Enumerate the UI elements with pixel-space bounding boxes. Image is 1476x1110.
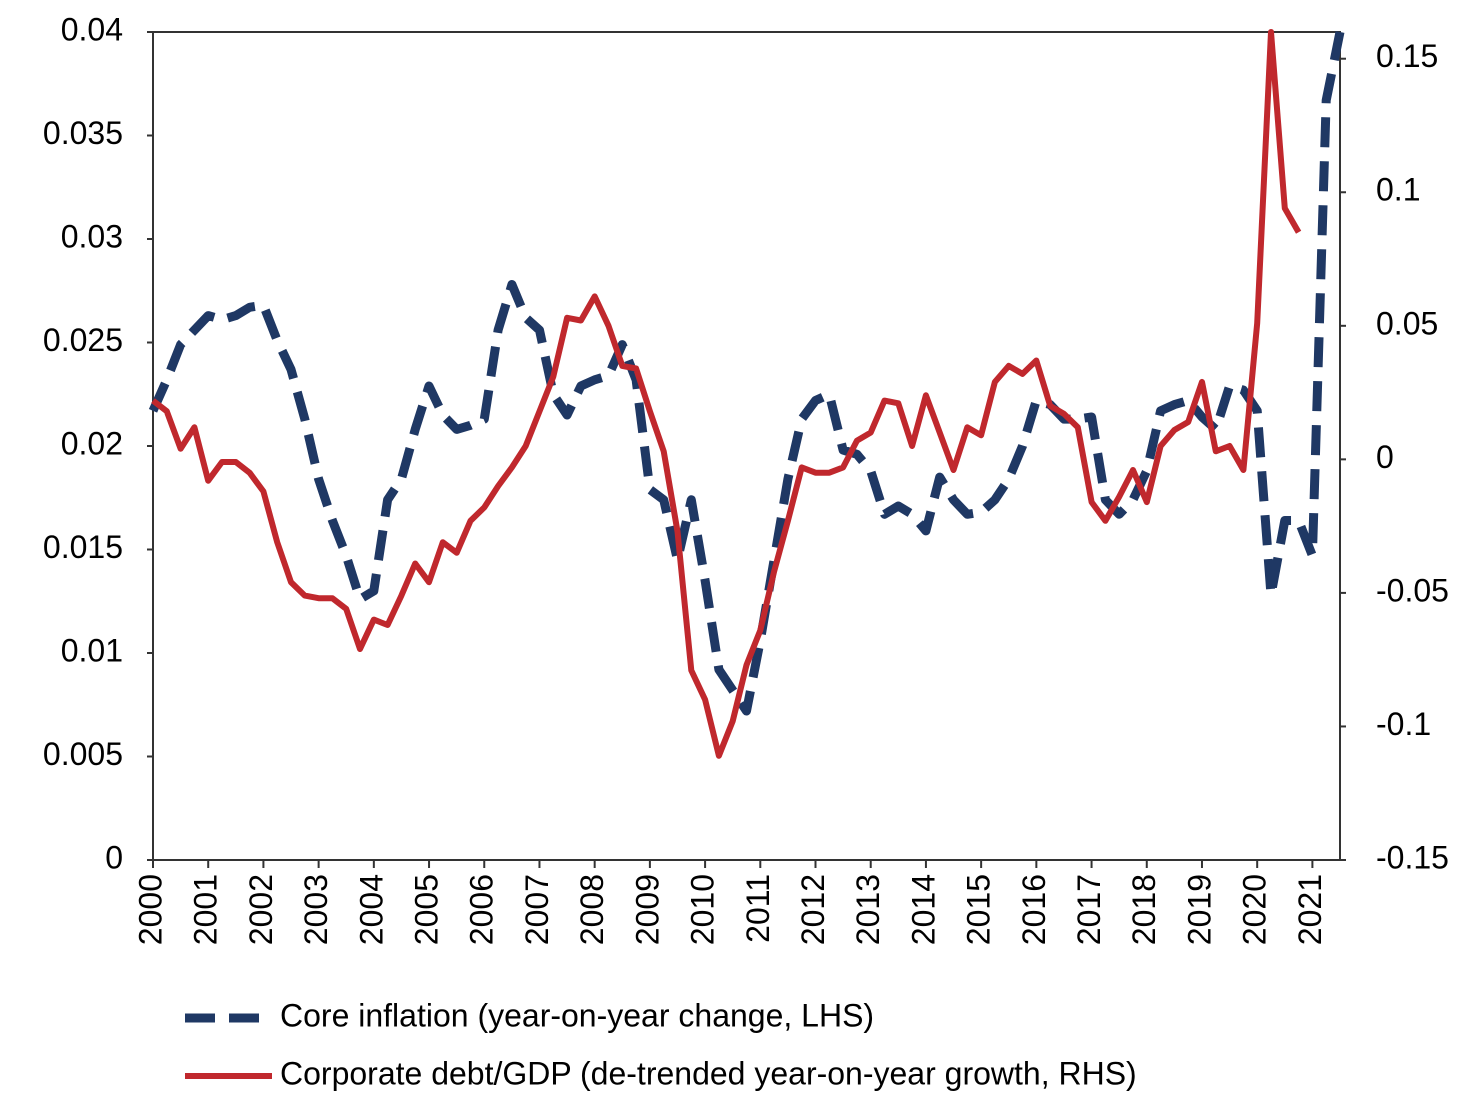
y2-tick-label: -0.1 bbox=[1376, 706, 1431, 742]
x-tick-label: 2016 bbox=[1016, 874, 1052, 945]
x-tick-label: 2015 bbox=[961, 874, 997, 945]
x-tick-label: 2018 bbox=[1126, 874, 1162, 945]
y2-tick-label: 0.15 bbox=[1376, 38, 1438, 74]
x-tick-label: 2001 bbox=[188, 874, 224, 945]
x-tick-label: 2000 bbox=[132, 874, 168, 945]
y-tick-label: 0.02 bbox=[61, 425, 123, 461]
y2-tick-label: -0.05 bbox=[1376, 572, 1449, 608]
y-tick-label: 0.015 bbox=[43, 529, 123, 565]
x-tick-label: 2021 bbox=[1292, 874, 1328, 945]
legend-label: Corporate debt/GDP (de-trended year-on-y… bbox=[280, 1055, 1137, 1091]
x-tick-label: 2017 bbox=[1071, 874, 1107, 945]
x-tick-label: 2019 bbox=[1181, 874, 1217, 945]
x-tick-label: 2020 bbox=[1237, 874, 1273, 945]
x-tick-label: 2004 bbox=[353, 874, 389, 945]
x-tick-label: 2010 bbox=[685, 874, 721, 945]
y2-tick-label: 0 bbox=[1376, 439, 1394, 475]
x-tick-label: 2012 bbox=[795, 874, 831, 945]
y-tick-label: 0.025 bbox=[43, 322, 123, 358]
y-tick-label: 0 bbox=[105, 839, 123, 875]
x-tick-label: 2006 bbox=[464, 874, 500, 945]
x-tick-label: 2008 bbox=[574, 874, 610, 945]
series-line bbox=[148, 31, 1345, 716]
y-tick-label: 0.005 bbox=[43, 736, 123, 772]
x-tick-label: 2007 bbox=[519, 874, 555, 945]
x-tick-label: 2005 bbox=[408, 874, 444, 945]
x-tick-label: 2009 bbox=[629, 874, 665, 945]
x-tick-label: 2014 bbox=[905, 874, 941, 945]
y2-tick-label: -0.15 bbox=[1376, 839, 1449, 875]
x-tick-label: 2013 bbox=[850, 874, 886, 945]
y-tick-label: 0.035 bbox=[43, 115, 123, 151]
y-tick-label: 0.03 bbox=[61, 218, 123, 254]
legend-label: Core inflation (year-on-year change, LHS… bbox=[280, 997, 874, 1033]
x-tick-label: 2011 bbox=[740, 874, 776, 943]
x-tick-label: 2003 bbox=[298, 874, 334, 945]
series-line bbox=[151, 29, 1302, 759]
y2-tick-label: 0.1 bbox=[1376, 172, 1420, 208]
x-tick-label: 2002 bbox=[243, 874, 279, 945]
y2-tick-label: 0.05 bbox=[1376, 305, 1438, 341]
y-tick-label: 0.04 bbox=[61, 11, 123, 47]
y-tick-label: 0.01 bbox=[61, 632, 123, 668]
